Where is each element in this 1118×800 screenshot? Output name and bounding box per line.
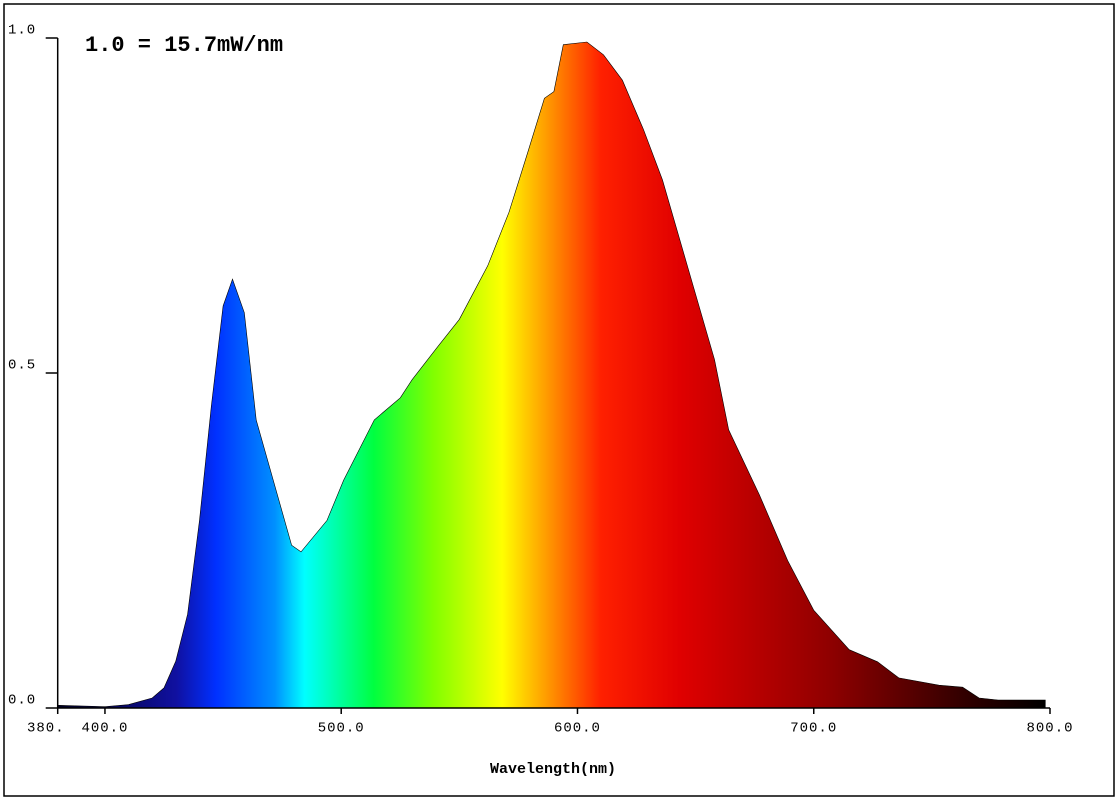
x-tick-label: 380. [27,721,65,737]
y-tick-label: 0.5 [8,358,36,374]
x-tick-label: 500.0 [318,721,365,737]
x-tick-label: 400.0 [81,721,128,737]
y-tick-label: 1.0 [8,23,36,39]
x-tick-label: 600.0 [554,721,601,737]
frame [3,3,1115,797]
y-tick-label: 0.0 [8,693,36,709]
x-axis-label: Wavelength(nm) [490,761,616,778]
annotation: 1.0 = 15.7mW/nm [85,33,283,58]
x-tick-label: 800.0 [1026,721,1073,737]
x-tick-label: 700.0 [790,721,837,737]
spectrum-area [57,41,1046,709]
